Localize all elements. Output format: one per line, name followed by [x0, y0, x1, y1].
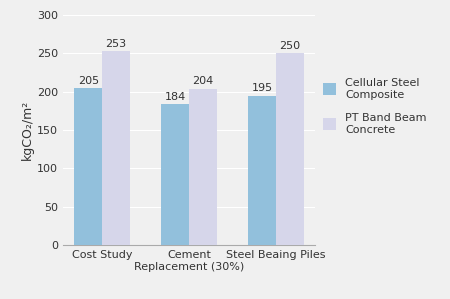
Text: 184: 184 [165, 92, 186, 102]
Bar [102, 51, 130, 245]
Legend: Cellular Steel
Composite, PT Band Beam
Concrete: Cellular Steel Composite, PT Band Beam C… [323, 78, 427, 135]
Bar [276, 53, 304, 245]
Bar [248, 96, 276, 245]
Text: 204: 204 [192, 76, 213, 86]
Text: 253: 253 [106, 39, 126, 49]
Bar [189, 89, 217, 245]
Y-axis label: kgCO₂/m²: kgCO₂/m² [21, 100, 34, 160]
Bar [161, 104, 189, 245]
Text: 205: 205 [78, 76, 99, 86]
Text: 250: 250 [279, 41, 300, 51]
Bar [74, 88, 102, 245]
Text: 195: 195 [252, 83, 272, 93]
